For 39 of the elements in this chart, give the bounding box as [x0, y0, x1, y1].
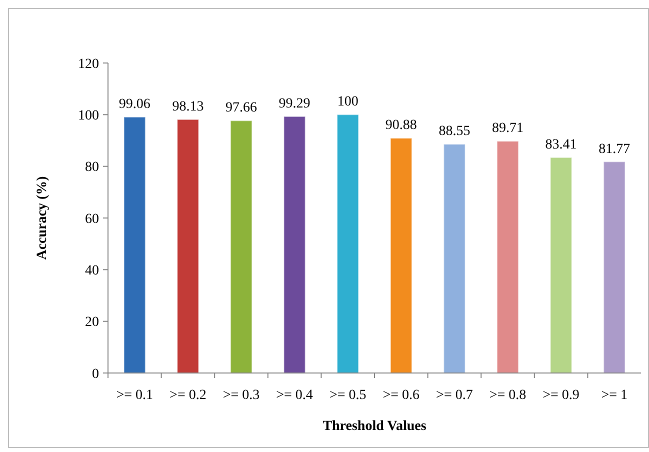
data-label: 100	[337, 94, 358, 110]
bar	[230, 120, 252, 374]
data-label: 88.55	[438, 124, 470, 140]
y-axis-title: Accuracy (%)	[35, 176, 50, 260]
x-tick-label: >= 0.1	[116, 388, 154, 403]
data-label: 98.13	[172, 99, 204, 114]
bar	[550, 157, 572, 374]
x-tick-label: >= 1	[601, 388, 628, 403]
bar	[283, 116, 306, 374]
y-tick-label: 0	[92, 366, 99, 382]
bar	[123, 116, 146, 374]
x-tick-label: >= 0.5	[329, 388, 366, 403]
y-tick-label: 60	[85, 212, 99, 227]
data-label: 99.06	[118, 97, 150, 112]
y-tick-label: 40	[85, 264, 99, 279]
data-label: 97.66	[226, 100, 257, 116]
x-tick-label: >= 0.3	[222, 388, 260, 403]
bar	[176, 118, 200, 374]
data-label: 81.77	[598, 142, 630, 157]
bar	[443, 144, 466, 374]
x-tick-label: >= 0.4	[276, 388, 313, 403]
x-axis-title: Threshold Values	[322, 419, 427, 434]
y-tick-label: 100	[78, 108, 99, 124]
y-tick-label: 20	[85, 315, 99, 330]
y-tick-label: 80	[85, 160, 99, 176]
bar	[390, 138, 412, 374]
x-tick-label: >= 0.2	[170, 388, 206, 403]
x-tick-label: >= 0.7	[436, 388, 473, 403]
y-tick-label: 120	[78, 56, 99, 72]
bar	[336, 114, 360, 374]
data-label: 89.71	[492, 121, 524, 136]
x-tick-label: >= 0.9	[542, 388, 580, 403]
data-label: 99.29	[278, 96, 310, 112]
bar	[603, 161, 626, 374]
data-label: 83.41	[545, 138, 577, 153]
bar	[496, 140, 519, 374]
x-tick-label: >= 0.6	[382, 388, 420, 403]
x-tick-label: >= 0.8	[489, 388, 526, 403]
data-label: 90.88	[385, 118, 417, 134]
